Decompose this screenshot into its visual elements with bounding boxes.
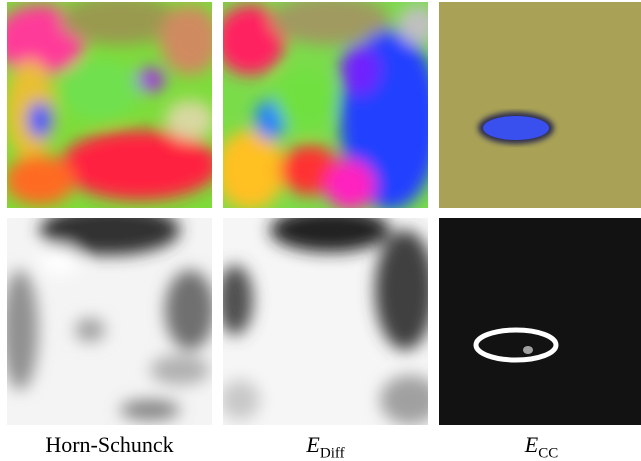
caption: EDiff <box>223 432 428 461</box>
caption-main: E <box>306 432 319 457</box>
cc-magnitude <box>439 218 641 425</box>
diff-magnitude <box>217 208 440 425</box>
caption: ECC <box>439 432 641 461</box>
caption: Horn-Schunck <box>7 432 212 458</box>
cc-flow <box>439 2 641 208</box>
image-grid <box>0 0 641 461</box>
diff-flow <box>215 0 440 210</box>
horn-schunck-flow <box>0 0 220 208</box>
horn-schunck-magnitude <box>2 205 215 425</box>
caption-main: E <box>525 432 538 457</box>
figure: Horn-Schunck EDiff ECC <box>0 0 641 461</box>
caption-sub: Diff <box>320 445 345 461</box>
caption-sub: CC <box>538 445 558 461</box>
